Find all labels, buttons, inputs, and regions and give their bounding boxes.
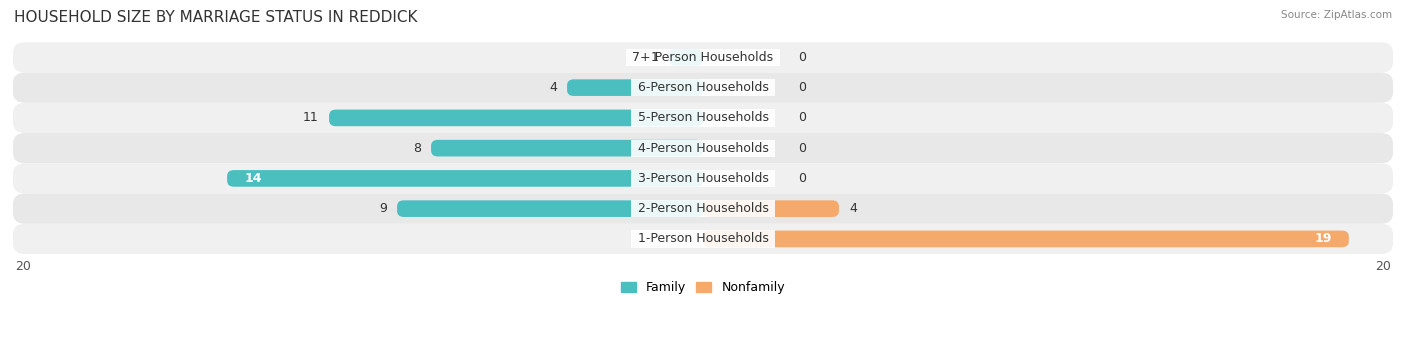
FancyBboxPatch shape bbox=[228, 170, 703, 187]
FancyBboxPatch shape bbox=[669, 49, 703, 66]
FancyBboxPatch shape bbox=[13, 42, 1393, 73]
Text: 0: 0 bbox=[799, 112, 806, 124]
Text: HOUSEHOLD SIZE BY MARRIAGE STATUS IN REDDICK: HOUSEHOLD SIZE BY MARRIAGE STATUS IN RED… bbox=[14, 10, 418, 25]
Text: 0: 0 bbox=[799, 142, 806, 155]
FancyBboxPatch shape bbox=[567, 79, 703, 96]
Text: 5-Person Households: 5-Person Households bbox=[634, 112, 772, 124]
Text: 4: 4 bbox=[548, 81, 557, 94]
Text: 14: 14 bbox=[245, 172, 262, 185]
Text: 0: 0 bbox=[799, 172, 806, 185]
Text: 9: 9 bbox=[380, 202, 387, 215]
Text: 1: 1 bbox=[651, 51, 659, 64]
FancyBboxPatch shape bbox=[432, 140, 703, 157]
Text: 3-Person Households: 3-Person Households bbox=[634, 172, 772, 185]
Text: 7+ Person Households: 7+ Person Households bbox=[628, 51, 778, 64]
Text: 1-Person Households: 1-Person Households bbox=[634, 233, 772, 246]
FancyBboxPatch shape bbox=[13, 163, 1393, 194]
Text: 8: 8 bbox=[413, 142, 420, 155]
Text: 19: 19 bbox=[1315, 233, 1331, 246]
FancyBboxPatch shape bbox=[13, 103, 1393, 133]
Text: 4: 4 bbox=[849, 202, 858, 215]
Legend: Family, Nonfamily: Family, Nonfamily bbox=[621, 281, 785, 294]
FancyBboxPatch shape bbox=[703, 231, 1348, 247]
Text: 2-Person Households: 2-Person Households bbox=[634, 202, 772, 215]
FancyBboxPatch shape bbox=[13, 194, 1393, 224]
Text: Source: ZipAtlas.com: Source: ZipAtlas.com bbox=[1281, 10, 1392, 20]
FancyBboxPatch shape bbox=[329, 109, 703, 126]
Text: 6-Person Households: 6-Person Households bbox=[634, 81, 772, 94]
Text: 11: 11 bbox=[304, 112, 319, 124]
FancyBboxPatch shape bbox=[703, 200, 839, 217]
FancyBboxPatch shape bbox=[13, 133, 1393, 163]
Text: 0: 0 bbox=[799, 81, 806, 94]
FancyBboxPatch shape bbox=[13, 224, 1393, 254]
FancyBboxPatch shape bbox=[396, 200, 703, 217]
FancyBboxPatch shape bbox=[13, 73, 1393, 103]
Text: 0: 0 bbox=[799, 51, 806, 64]
Text: 4-Person Households: 4-Person Households bbox=[634, 142, 772, 155]
